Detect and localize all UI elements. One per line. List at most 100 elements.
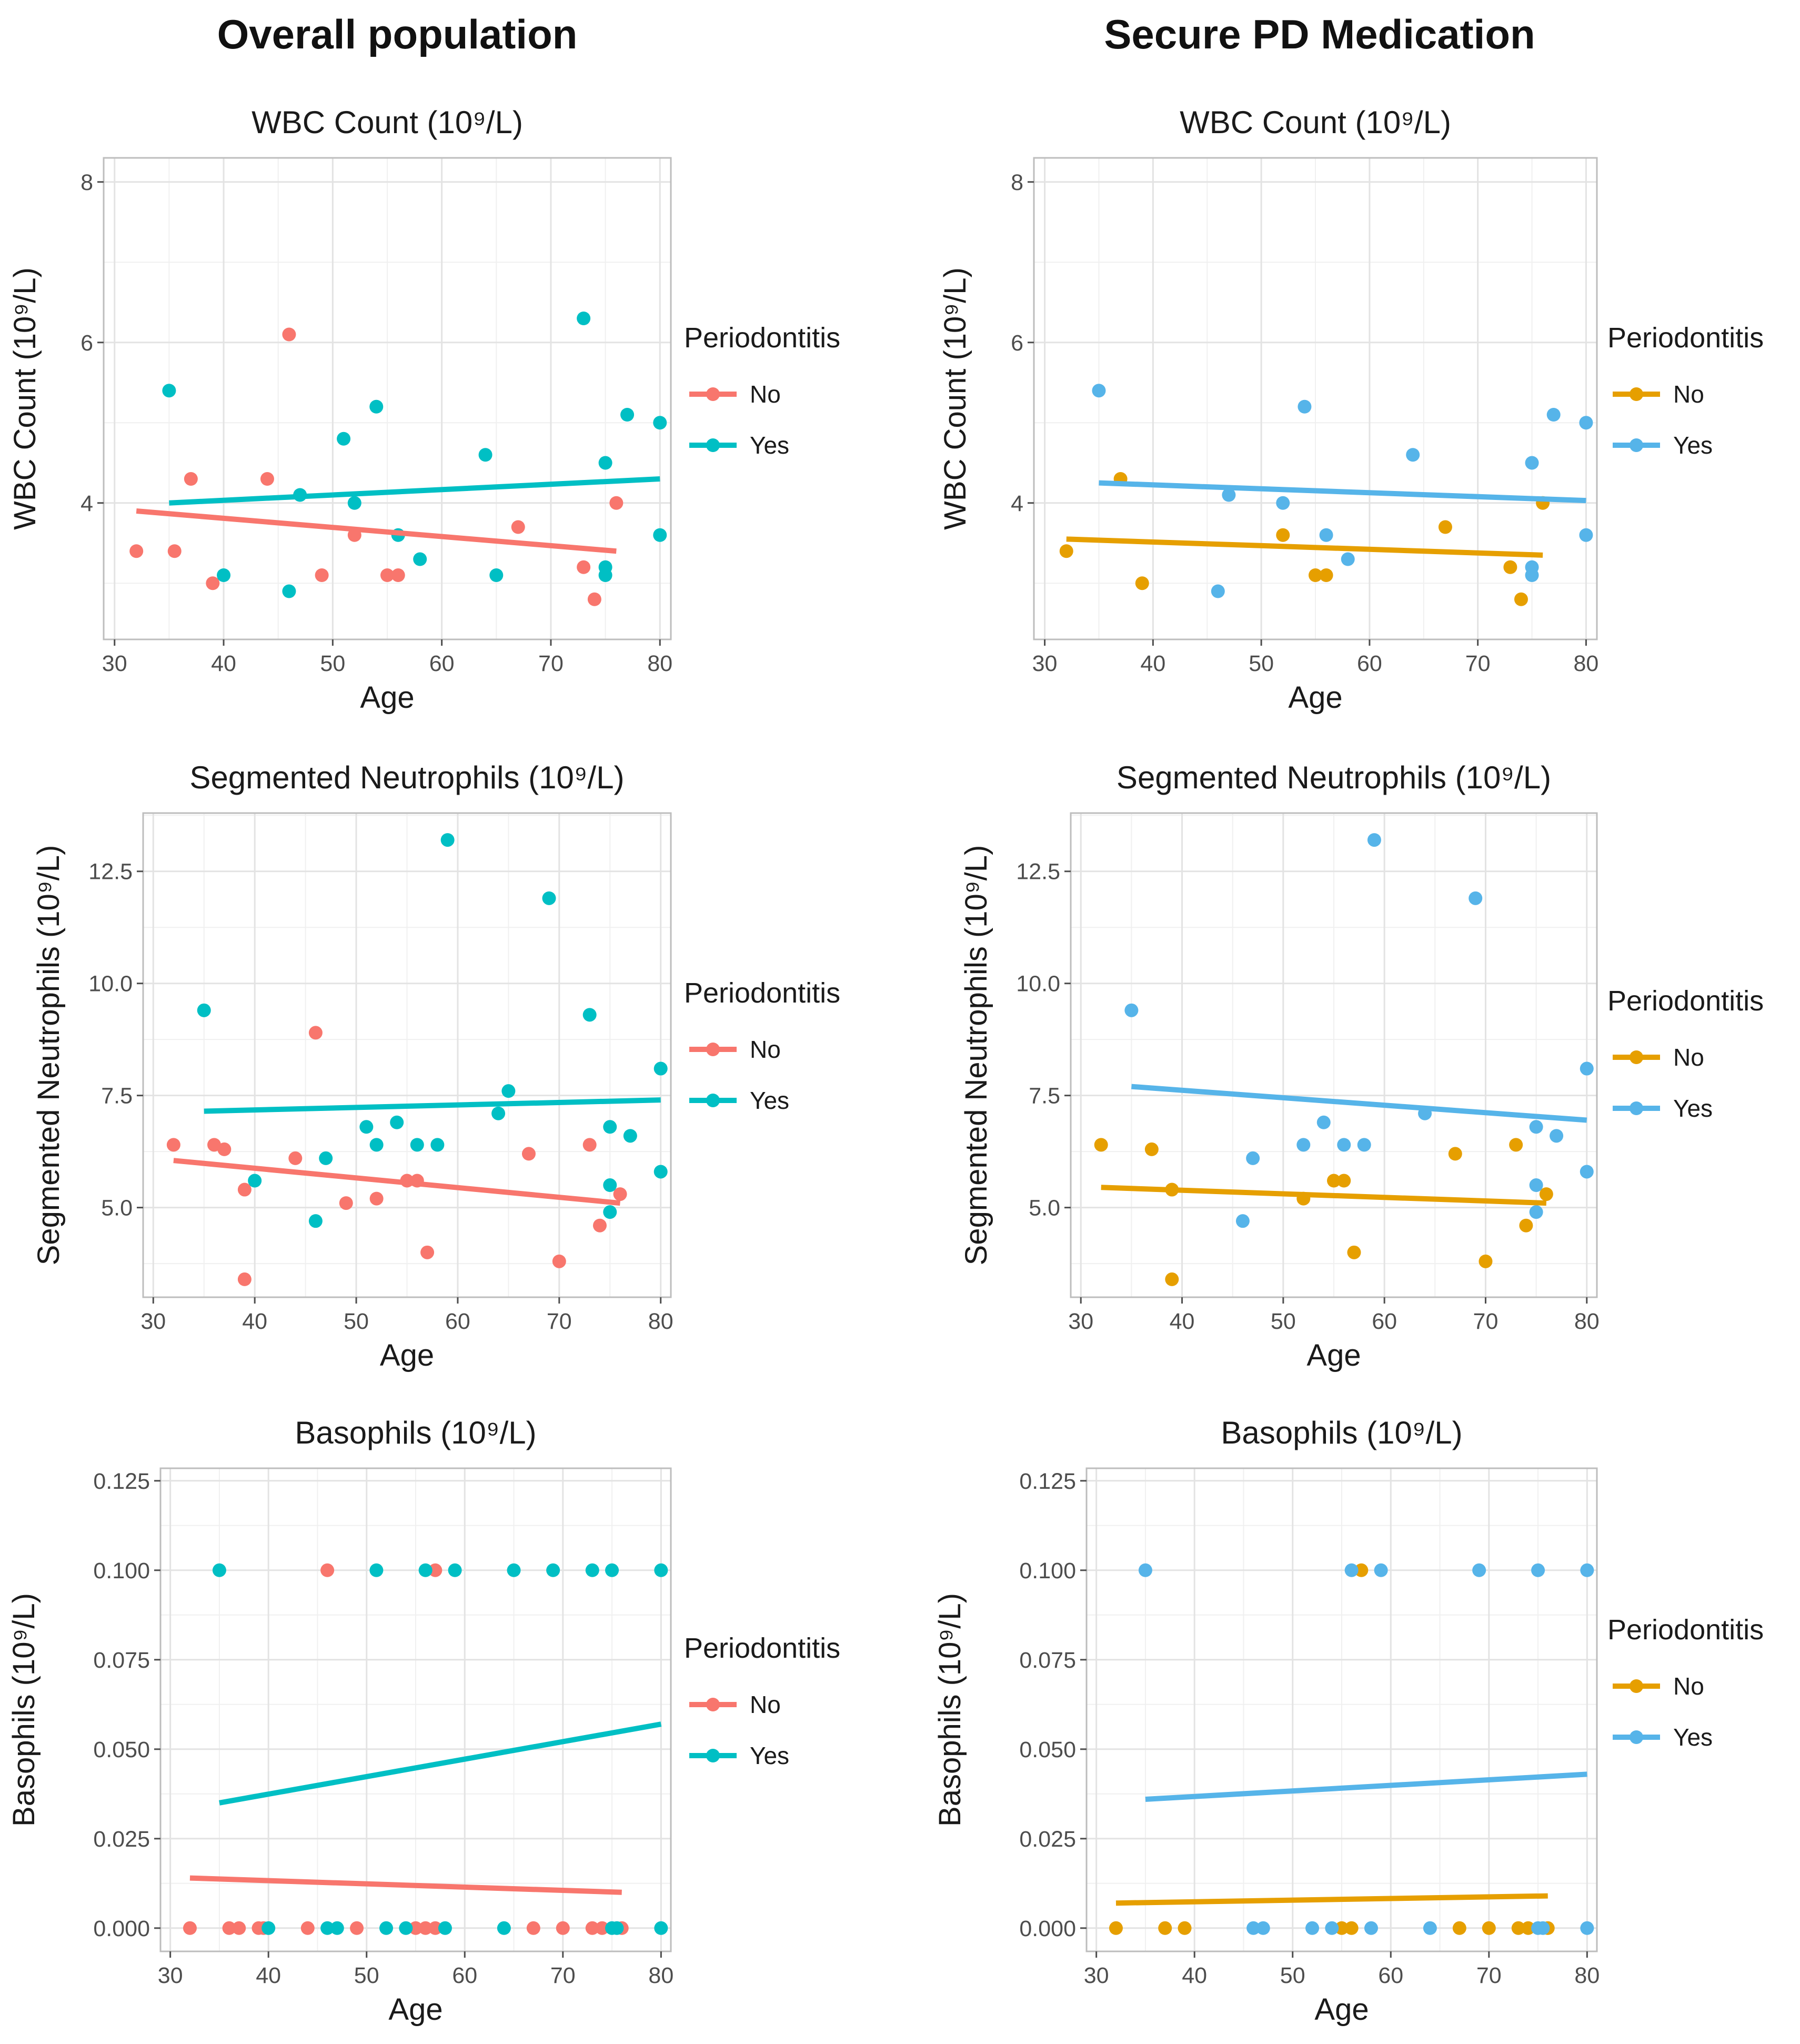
data-point (587, 592, 601, 606)
data-point (1305, 1921, 1320, 1935)
y-tick-label: 12.5 (88, 859, 133, 885)
data-point (282, 584, 296, 598)
data-point (1579, 528, 1593, 542)
data-point (1580, 1061, 1594, 1076)
y-tick-label: 5.0 (1029, 1196, 1060, 1221)
y-tick-label: 8 (81, 170, 93, 195)
y-tick-label: 0.050 (93, 1737, 150, 1762)
data-point (1246, 1151, 1260, 1165)
data-point (217, 568, 231, 582)
data-point (337, 432, 351, 446)
fit-line-yes (204, 1097, 661, 1114)
data-point (129, 544, 144, 558)
fit-line-no (1101, 1185, 1547, 1206)
data-point (546, 1563, 560, 1577)
legend-label-yes: Yes (750, 1087, 789, 1114)
legend-key-point (706, 1043, 720, 1056)
data-point (237, 1183, 252, 1197)
legend-key-point (1630, 1679, 1643, 1693)
data-point (1298, 399, 1312, 414)
y-tick-label: 0.125 (93, 1469, 150, 1494)
data-point (418, 1563, 433, 1577)
data-point (1452, 1921, 1466, 1935)
data-point (526, 1921, 540, 1935)
panel-0-1: 30 40 50 60 70 80 5.0 7.5 10.0 12.5 Segmented Neut… (32, 760, 840, 1372)
data-point (380, 568, 394, 582)
legend-title: Periodontitis (1607, 985, 1764, 1017)
panel-title: Segmented Neutrophils (10⁹/L) (1117, 760, 1551, 795)
x-tick-label: 30 (1032, 651, 1058, 676)
legend-key-point (1630, 438, 1643, 452)
x-tick-label: 40 (211, 651, 236, 676)
x-axis-title: Age (380, 1338, 434, 1372)
data-point (308, 1026, 323, 1040)
legend-label-yes: Yes (750, 1742, 789, 1769)
legend-label-no: No (750, 380, 781, 408)
panel-border (142, 812, 672, 1298)
data-point (603, 1120, 617, 1134)
fit-line-no (136, 508, 617, 554)
y-tick-label: 8 (1011, 170, 1023, 195)
data-point (1325, 1921, 1339, 1935)
legend: Periodontitis No Yes (684, 1632, 840, 1769)
x-tick-label: 40 (1182, 1963, 1207, 1988)
data-point (556, 1921, 570, 1935)
panel-1-1: 30 40 50 60 70 80 5.0 7.5 10.0 12.5 Segmented Neut… (959, 760, 1764, 1372)
data-point (598, 568, 612, 582)
panel-title: WBC Count (10⁹/L) (252, 105, 523, 140)
data-point (440, 833, 455, 847)
legend-label-yes: Yes (750, 432, 789, 459)
data-point (1536, 1921, 1550, 1935)
legend-label-no: No (1673, 1044, 1704, 1071)
data-point (166, 1138, 180, 1152)
data-point (1347, 1245, 1361, 1259)
data-point (653, 528, 667, 542)
y-tick-label: 0.025 (1019, 1827, 1076, 1852)
legend-key-point (1630, 1101, 1643, 1115)
x-tick-label: 60 (1378, 1963, 1403, 1988)
legend: Periodontitis No Yes (684, 322, 840, 459)
x-tick-label: 70 (1473, 1309, 1499, 1334)
x-tick-label: 30 (140, 1309, 166, 1334)
data-point (1165, 1272, 1179, 1286)
y-tick-label: 0.000 (1019, 1916, 1076, 1941)
series-yes (197, 833, 668, 1228)
data-point (369, 1191, 384, 1206)
data-point (1335, 1921, 1349, 1935)
column-title-secure-pd: Secure PD Medication (1104, 11, 1535, 57)
data-point (1519, 1218, 1533, 1233)
data-point (1529, 1205, 1543, 1219)
y-tick-label: 0.050 (1019, 1737, 1076, 1762)
data-point (1158, 1921, 1172, 1935)
data-point (1509, 1138, 1523, 1152)
x-tick-label: 30 (1084, 1963, 1109, 1988)
y-tick-label: 10.0 (1016, 971, 1060, 997)
x-tick-label: 50 (344, 1309, 369, 1334)
legend: Periodontitis No Yes (1607, 985, 1764, 1122)
data-point (1178, 1921, 1192, 1935)
series-no (129, 327, 624, 606)
x-tick-label: 70 (538, 651, 564, 676)
data-point (1448, 1147, 1462, 1161)
data-point (1059, 544, 1073, 558)
legend: Periodontitis No Yes (1607, 322, 1764, 459)
data-point (603, 1178, 617, 1193)
data-point (1423, 1921, 1437, 1935)
data-point (288, 1151, 303, 1165)
data-point (262, 1921, 276, 1935)
x-tick-label: 50 (354, 1963, 379, 1988)
x-axis-title: Age (360, 680, 414, 715)
x-tick-label: 40 (1170, 1309, 1195, 1334)
data-point (1503, 560, 1517, 574)
gridlines (1087, 1468, 1597, 1951)
panel-border (159, 1467, 672, 1952)
x-tick-label: 80 (648, 1309, 673, 1334)
data-point (1469, 891, 1483, 905)
data-point (1109, 1921, 1123, 1935)
fit-line-yes (1099, 480, 1586, 504)
y-tick-label: 5.0 (101, 1196, 133, 1221)
data-point (167, 544, 182, 558)
y-axis-title: WBC Count (10⁹/L) (8, 267, 42, 530)
data-point (478, 448, 492, 462)
data-point (1222, 488, 1236, 502)
